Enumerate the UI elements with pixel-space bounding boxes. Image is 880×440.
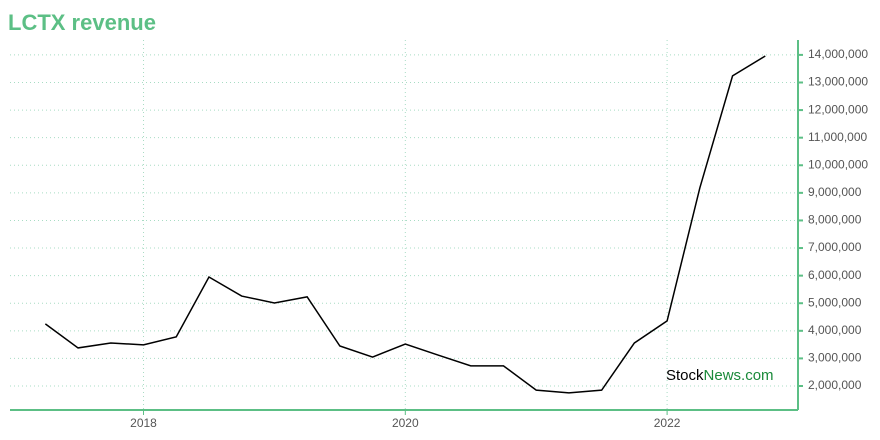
y-tick-label: 10,000,000 — [808, 157, 868, 171]
y-tick-label: 4,000,000 — [808, 323, 862, 337]
x-tick-label: 2020 — [392, 416, 419, 430]
x-tick-label: 2018 — [130, 416, 157, 430]
x-tick-label: 2022 — [654, 416, 681, 430]
y-tick-label: 6,000,000 — [808, 268, 862, 282]
watermark: StockNews.com — [666, 367, 774, 384]
y-tick-label: 3,000,000 — [808, 351, 862, 365]
y-tick-label: 9,000,000 — [808, 185, 862, 199]
watermark-part: News.com — [704, 367, 774, 384]
y-tick-label: 13,000,000 — [808, 75, 868, 89]
y-tick-label: 8,000,000 — [808, 213, 862, 227]
chart-title: LCTX revenue — [8, 10, 156, 35]
watermark-part: Stock — [666, 367, 704, 384]
y-tick-label: 2,000,000 — [808, 378, 862, 392]
y-tick-label: 5,000,000 — [808, 295, 862, 309]
line-series — [44, 55, 766, 394]
y-tick-label: 7,000,000 — [808, 240, 862, 254]
y-tick-label: 12,000,000 — [808, 102, 868, 116]
y-tick-label: 11,000,000 — [808, 130, 867, 144]
y-tick-label: 14,000,000 — [808, 47, 868, 61]
